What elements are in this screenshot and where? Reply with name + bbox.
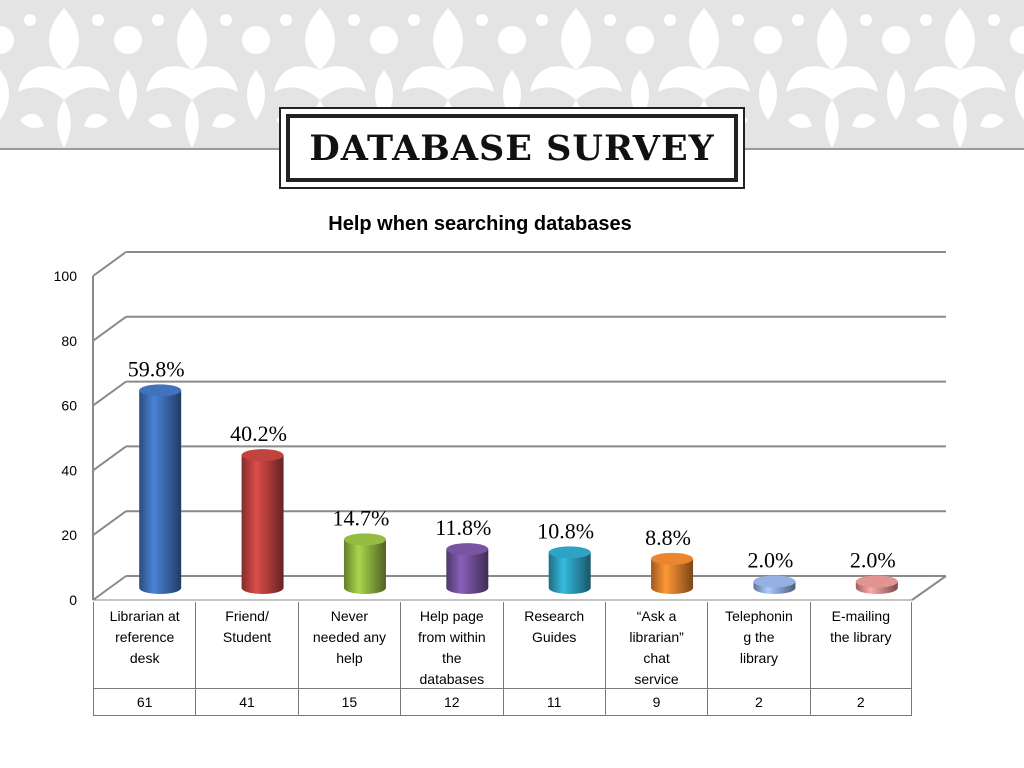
- table-value: 2: [707, 688, 810, 716]
- bar-1: [139, 384, 182, 594]
- bar-top: [651, 552, 694, 565]
- category-label: Friend/Student: [195, 602, 297, 688]
- category-label-line: the library: [830, 629, 892, 645]
- gridline-connector: [92, 445, 127, 472]
- category-label: Research Guides: [502, 602, 605, 688]
- category-label-line: desk: [129, 650, 160, 666]
- data-label: 2.0%: [748, 548, 794, 573]
- bar-top: [753, 575, 796, 588]
- gridline-connector: [92, 510, 127, 537]
- category-label-line: chat: [643, 650, 670, 666]
- bar-body: [343, 539, 386, 594]
- y-tick-label: 100: [54, 268, 78, 284]
- category-label: Never needed any help: [297, 602, 400, 688]
- category-label-line: E-mailing: [831, 608, 890, 624]
- bar-top: [139, 384, 182, 397]
- y-tick-label: 80: [61, 333, 77, 349]
- bar-top: [241, 449, 284, 462]
- gridline-connector: [92, 575, 127, 601]
- y-tick-label: 40: [61, 462, 77, 478]
- bar-body: [446, 549, 489, 594]
- gridline-connector: [92, 380, 127, 407]
- category-label-line: librarian”: [629, 629, 684, 645]
- bar-7: [753, 575, 796, 594]
- data-label: 2.0%: [850, 548, 896, 573]
- category-label-line: Help page: [419, 608, 484, 624]
- category-label-line: the: [442, 650, 462, 666]
- slide-title-inner-frame: DATABASE SURVEY: [286, 114, 738, 182]
- y-tick-label: 0: [69, 592, 77, 608]
- table-value: 11: [502, 688, 605, 716]
- category-label: Telephonin g the library: [707, 602, 809, 688]
- data-label: 11.8%: [435, 515, 491, 540]
- category-label-line: Student: [222, 629, 272, 645]
- bar-body: [548, 552, 591, 594]
- data-label: 8.8%: [645, 525, 691, 550]
- category-label-line: Friend/: [225, 608, 269, 624]
- data-label: 14.7%: [333, 505, 390, 530]
- bar-2: [241, 449, 284, 594]
- table-value: 9: [604, 688, 708, 716]
- bar-body: [139, 390, 182, 594]
- y-tick-label: 20: [61, 527, 77, 543]
- table-value: 2: [809, 688, 912, 716]
- category-label-line: g the: [743, 629, 775, 645]
- table-value: 41: [195, 688, 298, 716]
- slide-title-frame: DATABASE SURVEY: [279, 107, 745, 189]
- bar-top: [548, 546, 591, 559]
- y-tick-label: 60: [61, 398, 77, 414]
- bar-top: [343, 533, 386, 546]
- category-label: Librarian at reference desk: [93, 602, 195, 688]
- category-label-line: “Ask a: [636, 608, 677, 624]
- category-label-line: library: [739, 650, 778, 666]
- category-label-line: help: [336, 650, 363, 666]
- bar-3: [343, 533, 386, 594]
- bar-4: [446, 543, 489, 594]
- category-label: “Ask a librarian” chat service: [604, 602, 707, 688]
- category-label-line: Research: [524, 608, 585, 624]
- category-label-line: Librarian at: [109, 608, 180, 624]
- floor-edge: [911, 575, 947, 601]
- gridline-connector: [92, 315, 127, 342]
- gridline-connector: [92, 251, 127, 277]
- data-label: 59.8%: [128, 356, 185, 381]
- table-value: 12: [400, 688, 503, 716]
- table-value: 61: [93, 688, 196, 716]
- category-label: Help page from within the databases: [400, 602, 502, 688]
- decorative-banner: [0, 0, 1024, 148]
- bar-8: [855, 575, 898, 594]
- category-label-line: Telephonin: [725, 608, 793, 624]
- slide-title: DATABASE SURVEY: [309, 127, 715, 169]
- category-label-line: Guides: [532, 629, 577, 645]
- category-label: E-mailing the library: [809, 602, 912, 688]
- table-value: 15: [297, 688, 401, 716]
- bar-body: [241, 455, 284, 594]
- bar-body: [651, 558, 694, 594]
- category-label-line: databases: [419, 671, 485, 687]
- bar-5: [548, 546, 591, 594]
- bar-top: [446, 543, 489, 556]
- category-label-line: service: [634, 671, 679, 687]
- data-label: 10.8%: [537, 518, 594, 543]
- bar-top: [855, 575, 898, 588]
- chart-title: Help when searching databases: [328, 213, 632, 235]
- category-label-line: reference: [115, 629, 175, 645]
- data-label: 40.2%: [230, 421, 287, 446]
- category-label-line: needed any: [312, 629, 387, 645]
- category-label-line: from within: [417, 629, 486, 645]
- category-label-line: Never: [330, 608, 369, 624]
- bar-6: [651, 552, 694, 594]
